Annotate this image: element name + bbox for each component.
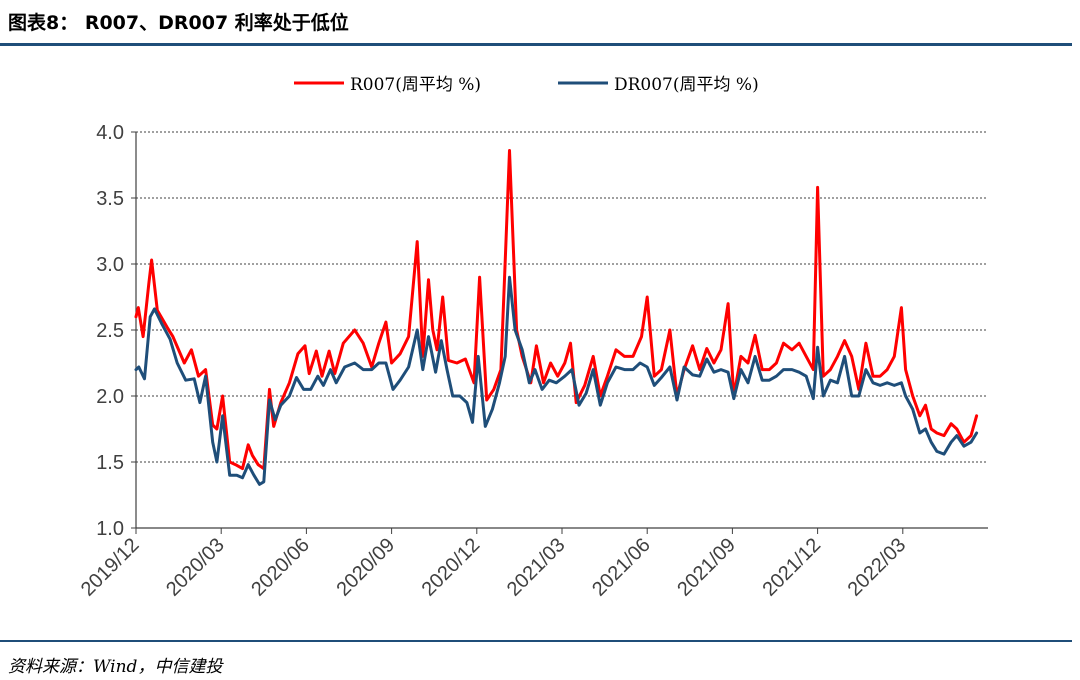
x-tick-label: 2020/06 <box>247 534 314 601</box>
series-line-dr007 <box>134 275 979 486</box>
gridlines <box>136 131 988 463</box>
x-tick-label: 2021/06 <box>588 534 655 601</box>
source-note: 资料来源：Wind，中信建投 <box>8 657 223 677</box>
axes <box>131 131 988 534</box>
y-tick-label: 2.5 <box>96 320 124 342</box>
x-tick-label: 2021/09 <box>673 534 740 601</box>
x-tick-labels: 2019/12 2020/03 2020/06 2020/09 2020/12 2021/… <box>77 534 910 601</box>
y-tick-labels: 1.0 1.5 2.0 2.5 3.0 3.5 4.0 <box>96 122 124 540</box>
x-tick-label: 2020/12 <box>418 534 485 601</box>
title-rule <box>0 43 1072 46</box>
line-chart: R007(周平均 %) DR007(周平均 %) 1.0 1.5 2.0 2.5 3.0 3… <box>77 75 988 601</box>
y-tick-label: 4.0 <box>96 122 124 144</box>
series-line-r007 <box>134 149 979 471</box>
legend: R007(周平均 %) DR007(周平均 %) <box>294 75 759 95</box>
legend-label-dr007: DR007(周平均 %) <box>614 75 759 95</box>
y-tick-label: 1.0 <box>96 518 124 540</box>
footer-rule <box>0 640 1072 642</box>
x-tick-label: 2021/12 <box>758 534 825 601</box>
y-tick-label: 2.0 <box>96 386 124 408</box>
figure-title: 图表8： R007、DR007 利率处于低位 <box>8 12 349 34</box>
y-tick-label: 3.0 <box>96 254 124 276</box>
x-tick-label: 2021/03 <box>503 534 570 601</box>
x-tick-label: 2019/12 <box>77 534 144 601</box>
x-tick-label: 2022/03 <box>844 534 911 601</box>
x-tick-label: 2020/09 <box>332 534 399 601</box>
y-tick-label: 1.5 <box>96 452 124 474</box>
x-tick-label: 2020/03 <box>162 534 229 601</box>
series-lines <box>134 149 979 486</box>
legend-label-r007: R007(周平均 %) <box>350 75 481 95</box>
y-tick-label: 3.5 <box>96 188 124 210</box>
